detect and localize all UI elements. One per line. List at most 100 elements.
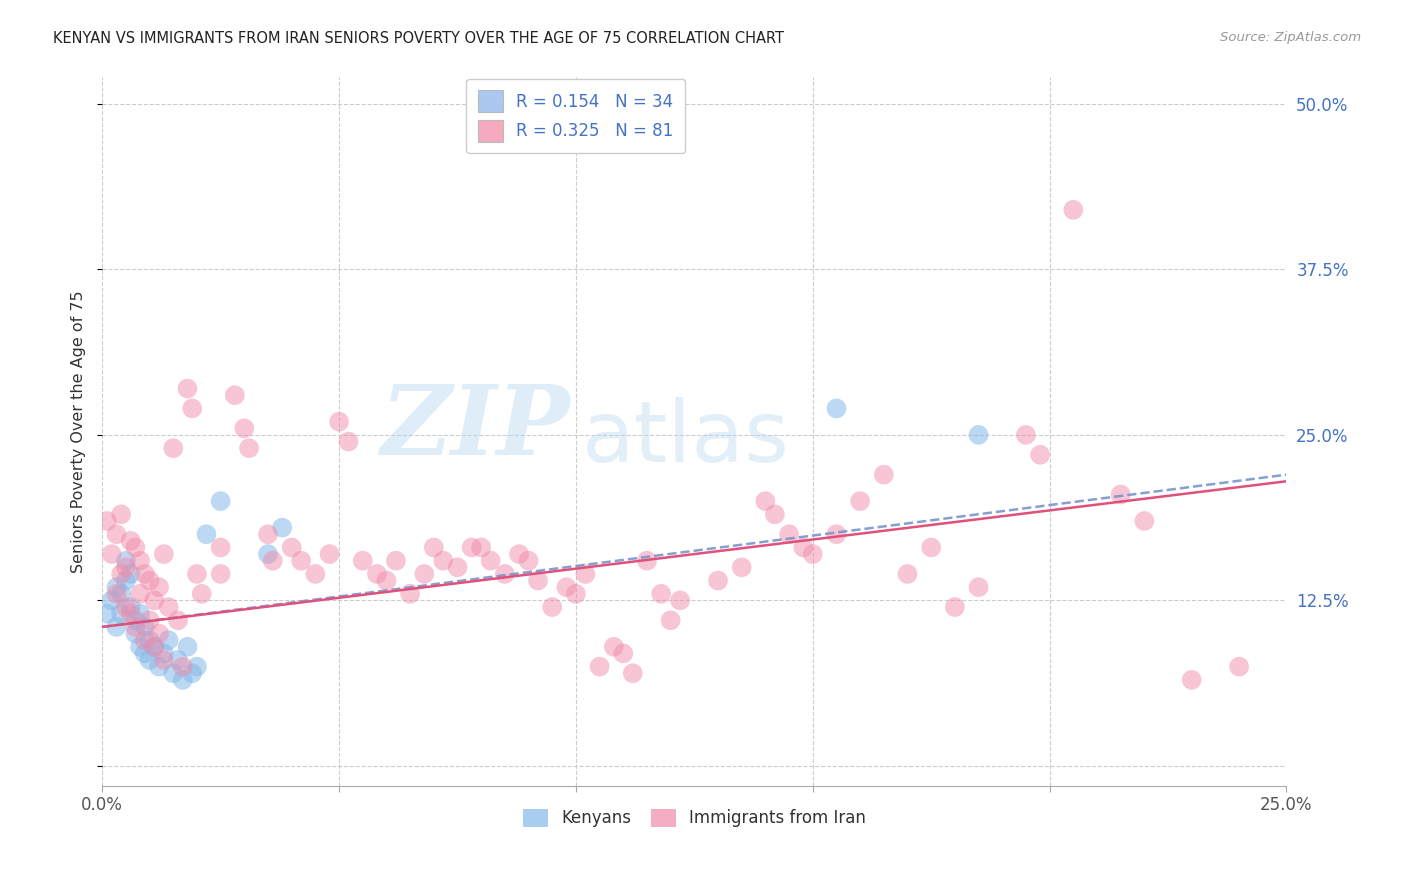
Point <box>731 560 754 574</box>
Legend: Kenyans, Immigrants from Iran: Kenyans, Immigrants from Iran <box>516 802 873 834</box>
Point <box>271 520 294 534</box>
Point <box>754 494 776 508</box>
Point <box>825 401 848 416</box>
Point <box>110 508 132 522</box>
Point <box>967 428 990 442</box>
Point <box>115 554 138 568</box>
Point <box>304 566 326 581</box>
Point <box>778 527 800 541</box>
Point <box>172 659 194 673</box>
Point <box>280 541 302 555</box>
Point <box>209 494 232 508</box>
Point <box>262 554 284 568</box>
Point <box>172 673 194 687</box>
Point <box>825 527 848 541</box>
Point <box>96 514 118 528</box>
Point <box>1181 673 1204 687</box>
Point <box>621 666 644 681</box>
Point <box>152 547 174 561</box>
Point <box>143 640 166 654</box>
Point <box>120 607 142 621</box>
Point <box>176 640 198 654</box>
Y-axis label: Seniors Poverty Over the Age of 75: Seniors Poverty Over the Age of 75 <box>72 290 86 573</box>
Point <box>574 566 596 581</box>
Point <box>138 613 160 627</box>
Point <box>257 547 280 561</box>
Point <box>100 547 122 561</box>
Point <box>124 613 146 627</box>
Point <box>967 580 990 594</box>
Point <box>148 659 170 673</box>
Point <box>792 541 814 555</box>
Point <box>100 593 122 607</box>
Point <box>176 382 198 396</box>
Point <box>157 600 180 615</box>
Point <box>190 587 212 601</box>
Point <box>152 653 174 667</box>
Point <box>129 554 152 568</box>
Point <box>124 541 146 555</box>
Point <box>143 593 166 607</box>
Point <box>138 653 160 667</box>
Point <box>134 633 156 648</box>
Point <box>181 666 204 681</box>
Point <box>517 554 540 568</box>
Point <box>167 613 190 627</box>
Point <box>943 600 966 615</box>
Point <box>124 626 146 640</box>
Point <box>366 566 388 581</box>
Point <box>541 600 564 615</box>
Point <box>527 574 550 588</box>
Point <box>110 607 132 621</box>
Text: atlas: atlas <box>582 397 790 480</box>
Point <box>460 541 482 555</box>
Point <box>238 441 260 455</box>
Point <box>138 574 160 588</box>
Point <box>565 587 588 601</box>
Point <box>195 527 218 541</box>
Point <box>650 587 672 601</box>
Point <box>432 554 454 568</box>
Point <box>636 554 658 568</box>
Point <box>873 467 896 482</box>
Text: ZIP: ZIP <box>381 381 569 475</box>
Point <box>399 587 422 601</box>
Point <box>1133 514 1156 528</box>
Point <box>763 508 786 522</box>
Point <box>162 441 184 455</box>
Point <box>1062 202 1084 217</box>
Point <box>105 587 128 601</box>
Point <box>423 541 446 555</box>
Point <box>603 640 626 654</box>
Point <box>337 434 360 449</box>
Point <box>849 494 872 508</box>
Point <box>143 640 166 654</box>
Point <box>508 547 530 561</box>
Point <box>134 646 156 660</box>
Point <box>115 560 138 574</box>
Point <box>801 547 824 561</box>
Point <box>233 421 256 435</box>
Point <box>115 600 138 615</box>
Point <box>120 533 142 548</box>
Point <box>110 566 132 581</box>
Point <box>555 580 578 594</box>
Point <box>920 541 942 555</box>
Point <box>134 566 156 581</box>
Point <box>707 574 730 588</box>
Point <box>209 541 232 555</box>
Point <box>129 607 152 621</box>
Point <box>105 620 128 634</box>
Point <box>96 607 118 621</box>
Point <box>157 633 180 648</box>
Point <box>167 653 190 667</box>
Point <box>413 566 436 581</box>
Point <box>129 640 152 654</box>
Point <box>1015 428 1038 442</box>
Point <box>1029 448 1052 462</box>
Point <box>186 659 208 673</box>
Point <box>105 580 128 594</box>
Point <box>124 620 146 634</box>
Point <box>385 554 408 568</box>
Text: KENYAN VS IMMIGRANTS FROM IRAN SENIORS POVERTY OVER THE AGE OF 75 CORRELATION CH: KENYAN VS IMMIGRANTS FROM IRAN SENIORS P… <box>53 31 785 46</box>
